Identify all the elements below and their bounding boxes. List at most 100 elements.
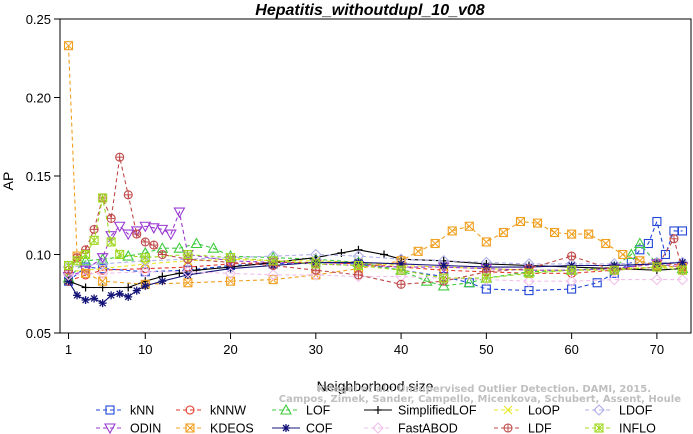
legend-item-inflo: INFLO: [585, 422, 656, 434]
data-point-knn: [592, 278, 602, 288]
legend-marker-simplifiedlof: [374, 406, 382, 414]
data-point-cof: [81, 296, 90, 305]
data-point-knn: [677, 226, 688, 236]
legend-item-kdeos: KDEOS: [176, 422, 254, 434]
data-point-lof: [463, 276, 476, 288]
data-point-kdeos: [567, 229, 577, 239]
data-point-cof: [90, 294, 99, 303]
legend-label: LoOP: [528, 404, 560, 418]
series-inflo: [63, 193, 688, 283]
data-point-fastabod: [96, 267, 109, 280]
data-point-cof: [64, 277, 73, 286]
data-point-kdeos: [635, 256, 645, 266]
data-point-kdeos: [584, 229, 594, 239]
y-tick-label: 0.05: [26, 326, 51, 341]
watermark-line-2: Campos, Zimek, Sander, Campello, Micenko…: [279, 394, 681, 405]
y-tick-label: 0.15: [26, 169, 51, 184]
data-point-kdeos: [498, 227, 508, 238]
data-point-ldf: [567, 251, 577, 261]
data-point-ldf: [157, 249, 167, 260]
data-point-simplifiedlof: [175, 269, 184, 278]
data-point-fastabod: [608, 273, 621, 286]
data-point-cof: [439, 261, 448, 270]
legend-label: LOF: [306, 404, 331, 418]
data-point-inflo: [677, 265, 688, 275]
data-point-ldf: [89, 224, 99, 234]
data-point-cof: [124, 292, 133, 301]
data-point-kdeos: [515, 216, 526, 227]
axes: 1 10 20 30 40 50 60 70 0.05 0.10 0.15 0.20 0.25: [26, 12, 692, 357]
data-point-fastabod: [651, 273, 663, 286]
data-point-simplifiedlof: [81, 283, 90, 292]
data-point-odin: [147, 223, 160, 234]
data-point-inflo: [89, 235, 99, 245]
legend-marker-cof: [282, 424, 290, 432]
data-point-cof: [73, 291, 82, 300]
data-point-lof: [437, 279, 450, 291]
data-point-lof: [79, 254, 92, 266]
data-point-kdeos: [601, 238, 611, 249]
data-point-odin: [156, 224, 169, 236]
data-point-lof: [633, 237, 646, 249]
data-point-knn: [660, 249, 670, 260]
legend-marker-knn: [105, 405, 115, 415]
data-point-knn: [652, 216, 662, 227]
data-point-fastabod: [565, 275, 578, 287]
legend-item-ldof: LDOF: [585, 404, 653, 418]
data-point-inflo: [106, 237, 116, 247]
data-point-kdeos: [225, 276, 236, 286]
data-point-inflo: [567, 265, 577, 275]
legend-label: kNNW: [210, 404, 246, 418]
data-point-inflo: [183, 249, 193, 260]
data-point-inflo: [81, 249, 91, 260]
legend-marker-loop: [503, 405, 513, 415]
data-point-fastabod: [267, 269, 279, 281]
data-point-cof: [567, 261, 576, 270]
watermark-line-1: Kriegel et al.: Unsupervised Outlier Det…: [317, 384, 651, 395]
data-point-odin: [173, 207, 186, 219]
legend-item-simplifiedlof: SimplifiedLOF: [364, 404, 477, 418]
chart-title: Hepatitis_withoutdupl_10_v08: [255, 2, 484, 19]
data-point-inflo: [439, 273, 449, 283]
data-point-ldf: [115, 152, 125, 162]
data-point-odin: [105, 231, 118, 242]
data-point-knn: [567, 284, 577, 294]
data-point-ldof: [139, 255, 152, 267]
legend-item-knnw: kNNW: [176, 404, 246, 418]
series-line-odin: [68, 210, 683, 278]
legend-label: kNN: [130, 404, 154, 418]
x-tick-label: 50: [479, 342, 493, 357]
data-point-inflo: [98, 193, 108, 203]
legend-marker-ldof: [593, 404, 605, 416]
data-point-knn: [635, 245, 645, 255]
data-point-inflo: [609, 265, 619, 275]
data-point-cof: [107, 291, 116, 300]
data-point-fastabod: [182, 265, 194, 278]
data-point-inflo: [72, 256, 82, 266]
data-point-ldf: [396, 279, 406, 289]
data-point-ldf: [123, 190, 133, 200]
legend-item-loop: LoOP: [494, 404, 560, 418]
data-point-fastabod: [523, 275, 535, 287]
data-point-ldf: [669, 234, 679, 244]
data-point-simplifiedlof: [192, 266, 201, 275]
data-point-inflo: [524, 268, 534, 278]
data-point-odin: [139, 221, 152, 233]
data-point-odin: [113, 221, 126, 233]
data-point-kdeos: [550, 227, 560, 238]
data-point-cof: [158, 277, 167, 286]
x-tick-label: 40: [394, 342, 408, 357]
legend-label: ODIN: [130, 422, 161, 434]
data-point-kdeos: [430, 238, 440, 249]
data-point-kdeos: [481, 237, 491, 247]
legend-marker-kdeos: [185, 423, 195, 433]
y-axis-label: AP: [0, 172, 16, 191]
data-point-kdeos: [413, 246, 423, 256]
legend-label: KDEOS: [210, 422, 254, 434]
data-point-cof: [98, 299, 107, 308]
data-point-inflo: [63, 260, 74, 271]
data-point-inflo: [652, 262, 662, 272]
data-point-lof: [190, 237, 203, 249]
data-point-simplifiedlof: [124, 283, 133, 292]
data-point-lof: [122, 249, 135, 261]
